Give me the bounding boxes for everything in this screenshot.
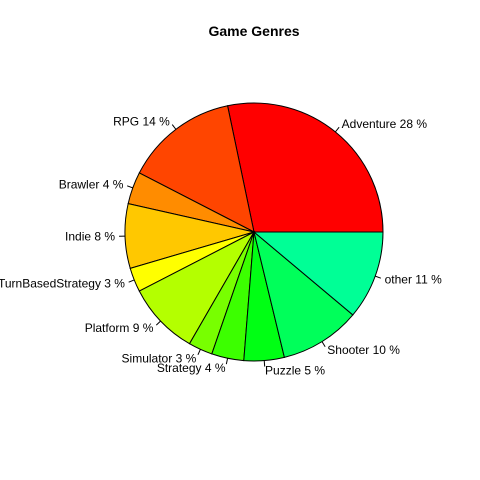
slice-label: RPG 14 % xyxy=(113,114,170,128)
pie-slice-adventure xyxy=(226,102,384,233)
label-tick xyxy=(375,275,382,279)
slice-label: Puzzle 5 % xyxy=(265,364,325,378)
pie-slice-shooter xyxy=(253,230,354,358)
label-ticks xyxy=(119,124,382,367)
slice-label: TurnBasedStrategy 3 % xyxy=(0,277,125,291)
slice-label: Adventure 28 % xyxy=(342,117,428,131)
slice-label: Shooter 10 % xyxy=(327,343,400,357)
slice-label: Platform 9 % xyxy=(85,321,154,335)
chart-title: Game Genres xyxy=(208,23,299,39)
label-tick xyxy=(334,126,340,133)
label-tick xyxy=(171,124,177,130)
label-tick xyxy=(321,341,326,347)
label-tick xyxy=(128,279,135,283)
label-tick xyxy=(225,358,229,365)
slice-label: Simulator 3 % xyxy=(122,351,197,365)
label-tick xyxy=(126,185,133,189)
pie-slice-rpg xyxy=(138,105,255,233)
pie-slices xyxy=(124,102,384,362)
slice-labels: Adventure 28 % RPG 14 % Brawler 4 % Indie 8… xyxy=(0,114,442,377)
slice-label: Brawler 4 % xyxy=(59,177,124,191)
label-tick xyxy=(155,320,161,326)
slice-label: Indie 8 % xyxy=(65,229,115,243)
slice-label: Strategy 4 % xyxy=(157,361,226,375)
label-tick xyxy=(197,349,201,356)
slice-label: other 11 % xyxy=(385,273,442,287)
